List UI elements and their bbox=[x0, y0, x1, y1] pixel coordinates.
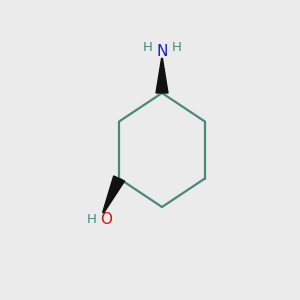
Polygon shape bbox=[103, 176, 124, 213]
Text: O: O bbox=[100, 212, 112, 226]
Polygon shape bbox=[156, 58, 168, 93]
Text: H: H bbox=[87, 213, 97, 226]
Text: N: N bbox=[156, 44, 168, 59]
Text: H: H bbox=[172, 40, 181, 54]
Text: H: H bbox=[143, 40, 152, 54]
